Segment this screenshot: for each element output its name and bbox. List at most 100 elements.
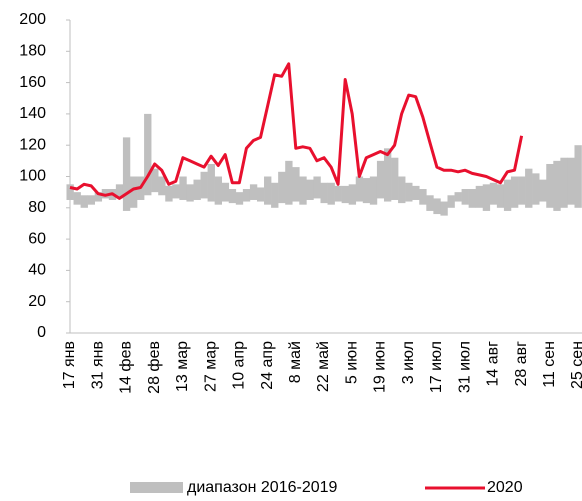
- range-bar: [369, 176, 378, 205]
- y-tick-label: 100: [19, 168, 46, 185]
- range-bar: [482, 184, 491, 211]
- x-tick-label: 3 июл: [400, 341, 417, 384]
- range-bar: [567, 157, 575, 205]
- range-bar: [151, 168, 159, 193]
- y-tick-label: 20: [28, 293, 46, 310]
- x-tick-label: 5 июн: [343, 341, 360, 384]
- x-tick-label: 11 сен: [541, 341, 558, 388]
- range-bar: [285, 160, 293, 205]
- x-tick-label: 27 мар: [202, 341, 219, 392]
- x-tick-label: 31 янв: [89, 341, 106, 389]
- range-bar: [144, 113, 152, 196]
- range-bar: [320, 182, 328, 204]
- legend-label: диапазон 2016-2019: [187, 479, 338, 496]
- range-bar: [334, 185, 342, 202]
- y-tick-label: 80: [28, 199, 46, 216]
- range-bar: [525, 168, 533, 208]
- x-tick-label: 17 июл: [428, 341, 445, 393]
- x-tick-label: 14 авг: [485, 341, 502, 387]
- range-bar: [341, 185, 349, 204]
- range-bar: [412, 185, 420, 200]
- range-bar: [172, 184, 180, 199]
- x-tick-label: 8 май: [287, 341, 304, 383]
- x-tick-label: 14 фев: [118, 341, 135, 394]
- range-bar: [115, 184, 124, 199]
- range-bar: [447, 195, 455, 208]
- range-bar: [405, 182, 413, 202]
- range-bar: [256, 187, 265, 202]
- y-tick-label: 40: [28, 262, 46, 279]
- y-tick-label: 160: [19, 74, 46, 91]
- range-bar: [362, 178, 371, 204]
- range-bar: [510, 176, 519, 208]
- range-bar: [376, 160, 385, 199]
- range-bar: [574, 145, 582, 208]
- range-bar: [299, 176, 307, 205]
- range-bar: [475, 185, 484, 208]
- x-tick-label: 28 авг: [513, 341, 530, 387]
- range-bar: [391, 157, 399, 200]
- range-bar: [503, 179, 512, 211]
- range-bar: [101, 189, 110, 199]
- range-bar: [228, 189, 237, 204]
- y-tick-label: 0: [37, 324, 46, 341]
- range-bar: [398, 176, 406, 204]
- range-bar: [264, 176, 272, 205]
- range-bar: [193, 179, 201, 200]
- range-bar: [553, 160, 561, 211]
- range-bar: [122, 137, 131, 211]
- x-tick-label: 17 янв: [61, 341, 78, 389]
- range-bar: [496, 184, 505, 208]
- y-tick-label: 180: [19, 43, 46, 60]
- range-bar: [327, 182, 335, 205]
- range-bar: [539, 179, 547, 202]
- range-bar: [207, 163, 215, 202]
- range-bar: [221, 182, 230, 202]
- range-bar: [94, 192, 103, 202]
- range-bar: [348, 184, 357, 205]
- range-bar: [426, 195, 434, 211]
- x-tick-label: 31 июл: [456, 341, 473, 393]
- range-bar: [179, 176, 187, 200]
- range-bar: [73, 192, 81, 205]
- range-bar: [158, 176, 166, 196]
- range-bar: [249, 184, 258, 200]
- range-bar: [461, 189, 469, 205]
- range-bar: [440, 201, 448, 216]
- x-tick-label: 13 мар: [174, 341, 191, 392]
- range-bar: [468, 189, 476, 208]
- range-bar: [433, 198, 441, 215]
- range-bar: [355, 176, 364, 202]
- y-tick-label: 200: [19, 11, 46, 28]
- legend-label: 2020: [487, 479, 523, 496]
- range-bar: [546, 163, 554, 208]
- y-tick-label: 60: [28, 230, 46, 247]
- range-bar: [186, 184, 194, 202]
- range-bar: [242, 189, 251, 202]
- range-bar: [560, 157, 568, 208]
- range-bar: [313, 176, 321, 199]
- series-line: [69, 62, 524, 200]
- range-bar: [200, 171, 208, 199]
- x-tick-label: 24 апр: [259, 341, 276, 390]
- range-bar: [235, 192, 244, 205]
- y-tick-label: 140: [19, 105, 46, 122]
- x-tick-label: 10 апр: [231, 341, 248, 390]
- range-bar: [214, 176, 222, 205]
- x-tick-label: 19 июн: [372, 341, 389, 393]
- range-bar: [454, 192, 462, 202]
- range-bar: [419, 189, 427, 205]
- x-tick-label: 25 сен: [569, 341, 582, 389]
- y-tick-label: 120: [19, 136, 46, 153]
- range-bar: [292, 167, 300, 202]
- range-bar: [165, 185, 173, 202]
- x-tick-label: 28 фев: [146, 341, 163, 394]
- range-bar: [306, 179, 314, 200]
- range-bar: [271, 182, 279, 208]
- range-bar: [80, 195, 88, 208]
- range-bar: [383, 148, 392, 202]
- range-bar: [518, 176, 526, 205]
- x-tick-label: 22 май: [315, 341, 332, 392]
- legend-swatch: [130, 482, 183, 493]
- range-bar: [87, 195, 95, 205]
